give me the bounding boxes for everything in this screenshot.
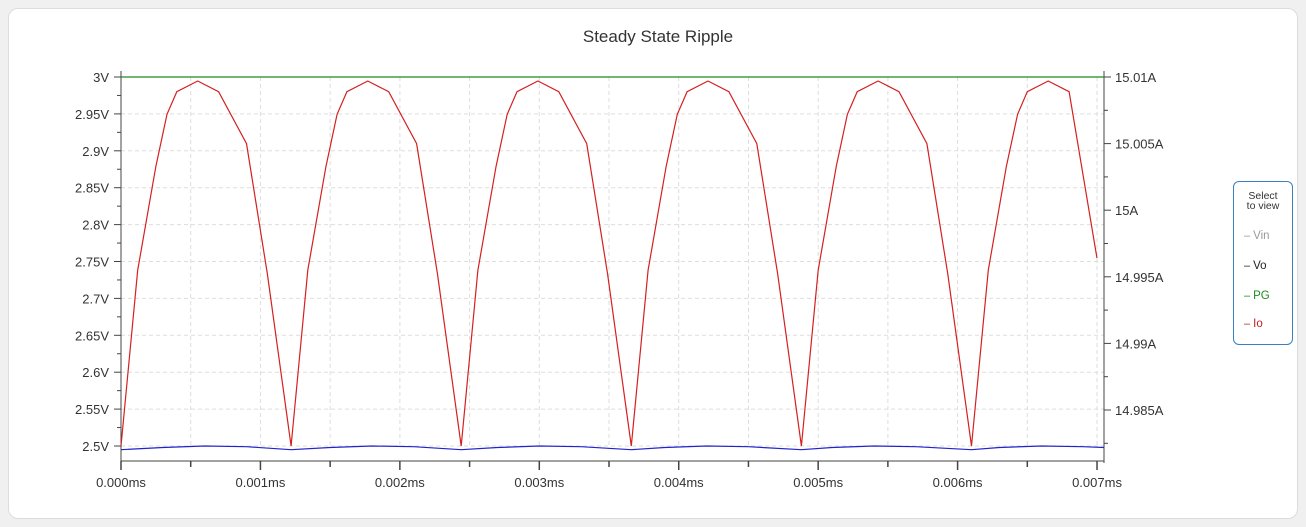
left-tick-label: 2.9V xyxy=(82,144,109,159)
left-tick-label: 2.5V xyxy=(82,439,109,454)
right-tick-label: 14.99A xyxy=(1115,336,1157,351)
legend-heading-line1: Select xyxy=(1248,190,1278,202)
right-tick-label: 14.985A xyxy=(1115,403,1164,418)
x-tick-label: 0.006ms xyxy=(933,475,983,490)
chart-title: Steady State Ripple xyxy=(583,27,733,46)
left-tick-label: 3V xyxy=(93,70,109,85)
series-vo-line xyxy=(120,445,1105,451)
legend-heading-line2: to view xyxy=(1246,200,1280,212)
series-lines xyxy=(120,76,1105,451)
legend-label-io: Io xyxy=(1253,318,1263,330)
grid-lines xyxy=(120,76,1104,448)
x-tick-label: 0.004ms xyxy=(654,475,704,490)
left-tick-label: 2.55V xyxy=(75,402,109,417)
left-tick-label: 2.65V xyxy=(75,328,109,343)
left-tick-label: 2.6V xyxy=(82,365,109,380)
right-tick-label: 15.01A xyxy=(1115,70,1157,85)
x-tick-label: 0.007ms xyxy=(1072,475,1122,490)
left-tick-label: 2.7V xyxy=(82,291,109,306)
legend-item-io[interactable]: – Io xyxy=(1244,318,1263,330)
tick-labels: 3V 2.95V 2.9V 2.85V 2.8V 2.75V 2.7V 2.65V 2.6V 2.… xyxy=(75,70,1164,490)
axes xyxy=(114,71,1111,470)
legend-label-vin: Vin xyxy=(1253,230,1270,242)
legend-item-pg[interactable]: – PG xyxy=(1244,290,1270,302)
legend-dash-icon: – xyxy=(1244,290,1251,302)
legend-label-pg: PG xyxy=(1253,290,1270,302)
right-tick-label: 15A xyxy=(1115,203,1138,218)
legend-item-vo[interactable]: – Vo xyxy=(1244,260,1267,272)
series-legend: Select to view – Vin – Vo – PG – Io xyxy=(1233,181,1293,345)
x-tick-label: 0.003ms xyxy=(514,475,564,490)
legend-dash-icon: – xyxy=(1244,318,1251,330)
legend-dash-icon: – xyxy=(1244,260,1251,272)
x-tick-label: 0.000ms xyxy=(96,475,146,490)
legend-heading: Select to view xyxy=(1234,190,1292,212)
chart-card xyxy=(8,8,1298,519)
x-tick-label: 0.002ms xyxy=(375,475,425,490)
right-tick-label: 15.005A xyxy=(1115,137,1164,152)
x-tick-label: 0.005ms xyxy=(793,475,843,490)
series-io-line xyxy=(120,80,1098,447)
right-tick-label: 14.995A xyxy=(1115,270,1164,285)
legend-item-vin[interactable]: – Vin xyxy=(1244,230,1270,242)
left-tick-label: 2.75V xyxy=(75,255,109,270)
left-tick-label: 2.8V xyxy=(82,218,109,233)
left-tick-label: 2.95V xyxy=(75,107,109,122)
legend-label-vo: Vo xyxy=(1253,260,1267,272)
x-tick-label: 0.001ms xyxy=(235,475,285,490)
left-tick-label: 2.85V xyxy=(75,181,109,196)
legend-dash-icon: – xyxy=(1244,230,1251,242)
